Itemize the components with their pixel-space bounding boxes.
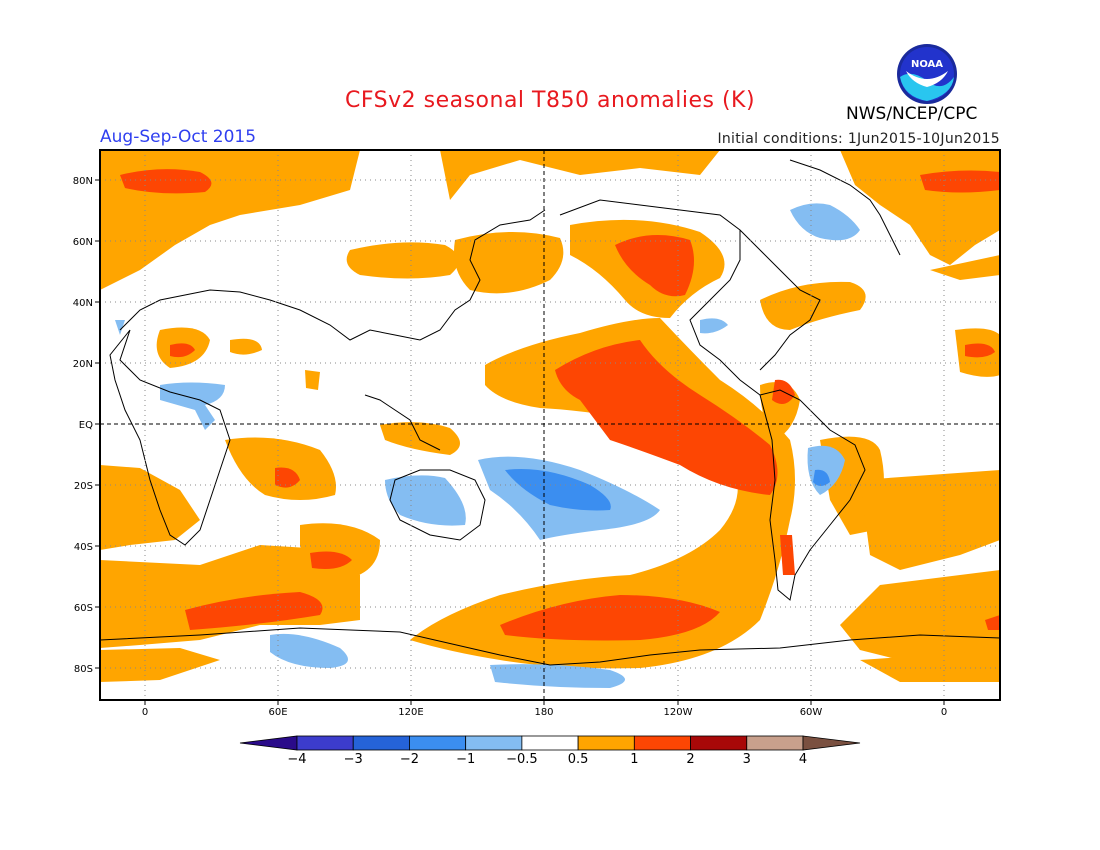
- strong-cool-anomaly-regions: [505, 469, 830, 511]
- lon-label: 120E: [398, 707, 423, 718]
- colorbar-label: −2: [400, 752, 419, 767]
- lon-label: 60W: [800, 707, 823, 718]
- colorbar-label: −3: [344, 752, 363, 767]
- colorbar-swatch: [746, 735, 804, 751]
- lon-label: 60E: [268, 707, 287, 718]
- colorbar-swatch: [521, 735, 579, 751]
- lat-label: 20N: [73, 359, 93, 370]
- colorbar-swatch: [690, 735, 748, 751]
- logo-text: NOAA: [911, 59, 943, 70]
- equator-dateline: [100, 150, 1000, 700]
- map-frame: [99, 149, 1001, 701]
- season-label: Aug-Sep-Oct 2015: [100, 127, 257, 147]
- colorbar: −4 −3 −2 −1 −0.5 0.5 1 2 3 4: [239, 735, 861, 767]
- lat-label: 60N: [73, 237, 93, 248]
- lat-label: EQ: [79, 420, 93, 431]
- lat-lon-grid: [100, 150, 1000, 700]
- lon-label: 180: [534, 707, 553, 718]
- colorbar-swatch: [409, 735, 467, 751]
- agency-label: NWS/NCEP/CPC: [846, 104, 978, 124]
- lat-label: 60S: [74, 603, 93, 614]
- colorbar-max-triangle: [802, 735, 861, 751]
- lon-label: 120W: [664, 707, 693, 718]
- colorbar-label: 0.5: [568, 752, 589, 767]
- australia-coast: [389, 469, 486, 541]
- strong-warm-anomaly-regions: [120, 169, 1000, 641]
- colorbar-label: 1: [630, 752, 638, 767]
- colorbar-min-triangle: [239, 735, 298, 751]
- initial-conditions: Initial conditions: 1Jun2015-10Jun2015: [717, 131, 1000, 147]
- north-america-west-coast: [559, 199, 761, 396]
- anomaly-fields: [100, 150, 1000, 688]
- maritime-continent-coast: [364, 394, 441, 451]
- eurasia-coast: [119, 209, 546, 341]
- colorbar-label: 4: [799, 752, 807, 767]
- noaa-logo-icon: NOAA: [897, 44, 957, 104]
- colorbar-label: 2: [686, 752, 694, 767]
- africa-coast: [109, 329, 231, 546]
- colorbar-swatch: [352, 735, 410, 751]
- antarctica-coast: [100, 627, 1000, 666]
- lon-label: 0: [142, 707, 148, 718]
- lat-label: 40S: [74, 542, 93, 553]
- lat-label: 40N: [73, 298, 93, 309]
- colorbar-swatch: [633, 735, 691, 751]
- colorbar-swatch: [577, 735, 635, 751]
- lon-label: 0: [941, 707, 947, 718]
- colorbar-swatch: [296, 735, 354, 751]
- coastlines: [100, 159, 1000, 666]
- lat-label: 80N: [73, 176, 93, 187]
- south-america-coast: [759, 389, 866, 601]
- colorbar-label: 3: [743, 752, 751, 767]
- lat-label: 80S: [74, 664, 93, 675]
- lat-label: 20S: [74, 481, 93, 492]
- map-title: CFSv2 seasonal T850 anomalies (K): [345, 88, 756, 113]
- axis-ticks: [95, 179, 945, 705]
- colorbar-label: −4: [287, 752, 306, 767]
- colorbar-label: −0.5: [506, 752, 538, 767]
- greenland-coast: [789, 159, 901, 256]
- north-america-east-coast: [739, 229, 821, 371]
- colorbar-label: −1: [456, 752, 475, 767]
- colorbar-swatch: [465, 735, 523, 751]
